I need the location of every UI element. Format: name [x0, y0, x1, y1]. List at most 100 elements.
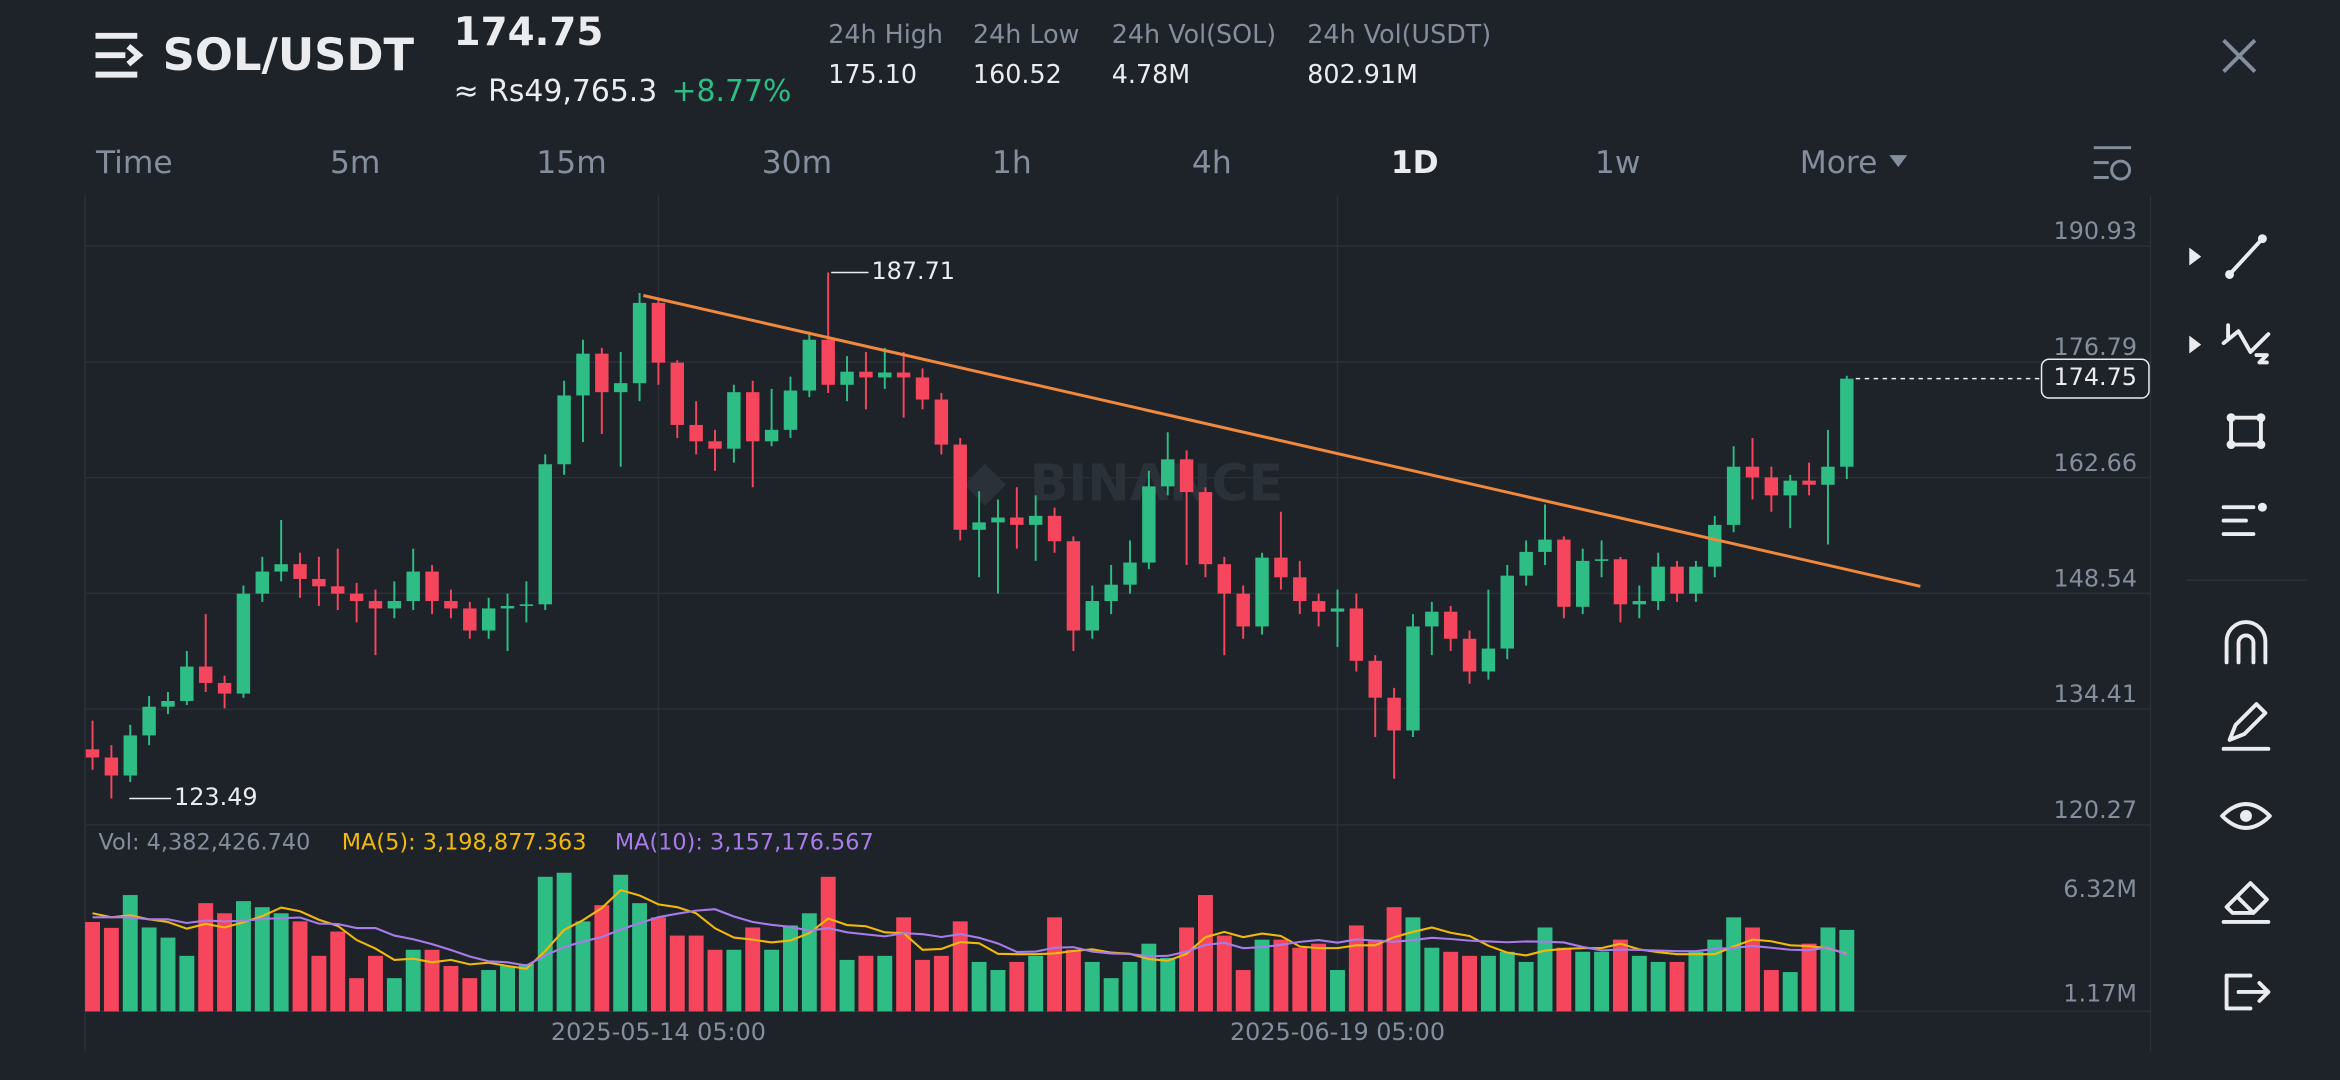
line-tool[interactable]	[2225, 234, 2267, 279]
expand-caret[interactable]	[2189, 335, 2202, 354]
stat-value: 175.10	[828, 59, 917, 89]
candle-body	[613, 383, 628, 393]
candle-body	[1821, 466, 1835, 485]
volume-bar	[1480, 955, 1496, 1012]
candle-body	[1085, 601, 1099, 631]
shape-icon	[2229, 415, 2263, 447]
volume-bar	[594, 905, 610, 1012]
volume-bar	[1839, 929, 1855, 1012]
chart-settings[interactable]	[2093, 146, 2132, 181]
volume-bar	[518, 963, 534, 1012]
candle-body	[1651, 566, 1665, 602]
eraser-tool[interactable]	[2221, 881, 2271, 924]
drawing-toolbar	[2186, 234, 2308, 1011]
text-tool[interactable]	[2221, 502, 2267, 536]
candle-body	[406, 571, 420, 602]
volume-bar	[141, 927, 157, 1012]
candle-body	[519, 604, 534, 606]
candle-body	[689, 424, 703, 442]
stat-label: 24h Vol(USDT)	[1307, 19, 1491, 49]
eraser-icon	[2221, 881, 2271, 924]
stat-label: 24h Vol(SOL)	[1112, 19, 1276, 49]
exit-tool[interactable]	[2224, 973, 2271, 1011]
interval-tab[interactable]: 5m	[330, 145, 380, 181]
candle-body	[708, 441, 722, 449]
candle-body	[274, 564, 288, 572]
volume-bar	[1499, 951, 1515, 1012]
candle-body	[161, 700, 175, 707]
expand-caret[interactable]	[2189, 247, 2202, 266]
volume-bar	[1424, 947, 1440, 1012]
volume-bar	[386, 978, 402, 1012]
candle-body	[1670, 566, 1684, 594]
fib-tool[interactable]	[2221, 323, 2271, 365]
y-tick-label: 176.79	[2054, 333, 2138, 361]
candle-body	[1179, 459, 1194, 493]
volume-bar	[1141, 943, 1157, 1012]
volume-bar	[1330, 970, 1345, 1012]
volume-bar	[330, 931, 346, 1012]
interval-tab[interactable]: 15m	[536, 145, 606, 181]
last-price: 174.75	[454, 10, 604, 55]
volume-bar	[1197, 895, 1213, 1012]
ma10-legend: MA(10): 3,157,176.567	[615, 829, 874, 855]
volume-bar	[556, 872, 572, 1012]
candle-body	[953, 444, 967, 530]
shape-tool[interactable]	[2226, 413, 2266, 450]
interval-tab[interactable]: 1w	[1595, 145, 1641, 181]
volume-bar	[349, 978, 365, 1012]
candle-body	[1538, 539, 1552, 552]
candle-body	[1311, 601, 1326, 612]
pen-tool[interactable]	[2221, 702, 2271, 751]
volume-bar	[669, 935, 685, 1012]
visibility-tool[interactable]	[2220, 802, 2272, 830]
volume-bar	[1047, 917, 1063, 1012]
candle-body	[1274, 557, 1288, 578]
volume-bar	[801, 913, 817, 1012]
candle-body	[821, 339, 835, 385]
volume-bar	[896, 917, 912, 1012]
volume-bar	[1273, 939, 1289, 1012]
close-button[interactable]	[2222, 38, 2257, 73]
magnet-icon	[2224, 620, 2268, 665]
volume-bar	[1575, 951, 1591, 1012]
volume-bar	[613, 874, 629, 1012]
volume-bar	[915, 959, 930, 1012]
candle-body	[85, 749, 100, 758]
interval-tab[interactable]: 1h	[992, 145, 1032, 181]
candle-body	[1764, 477, 1779, 496]
candle-body	[1783, 480, 1797, 496]
menu-icon[interactable]	[95, 32, 144, 78]
last-price-label: 174.75	[2053, 363, 2137, 391]
candle-body	[368, 601, 383, 609]
interval-tab[interactable]: 30m	[762, 145, 832, 181]
candle-body	[312, 578, 326, 587]
max-label: 187.71	[871, 257, 955, 285]
interval-tab[interactable]: More	[1800, 145, 1878, 181]
volume-bar	[1594, 951, 1610, 1012]
fiat-price: ≈ Rs49,765.3	[454, 74, 658, 109]
interval-tab[interactable]: 1D	[1391, 145, 1439, 181]
interval-tab[interactable]: Time	[95, 145, 173, 181]
volume-bar	[462, 978, 478, 1012]
volume-bar	[1292, 947, 1308, 1012]
volume-bar	[424, 949, 440, 1012]
candle-body	[1745, 466, 1760, 478]
candle-body	[1557, 539, 1571, 607]
magnet-tool[interactable]	[2224, 620, 2268, 665]
volume-bar	[1688, 951, 1704, 1012]
volume-bar	[103, 927, 119, 1012]
interval-tab[interactable]: 4h	[1192, 145, 1232, 181]
volume-bar	[160, 937, 176, 1012]
volume-bar	[481, 970, 497, 1012]
volume-bar	[179, 955, 195, 1012]
volume-bar	[1367, 939, 1383, 1012]
volume-bar	[1386, 907, 1402, 1012]
text-icon	[2221, 505, 2256, 536]
volume-bar	[1216, 935, 1232, 1012]
volume-bar	[292, 921, 308, 1012]
more-caret[interactable]	[1889, 155, 1908, 168]
candle-body	[180, 666, 194, 701]
watermark: BINANCE	[1030, 453, 1284, 512]
